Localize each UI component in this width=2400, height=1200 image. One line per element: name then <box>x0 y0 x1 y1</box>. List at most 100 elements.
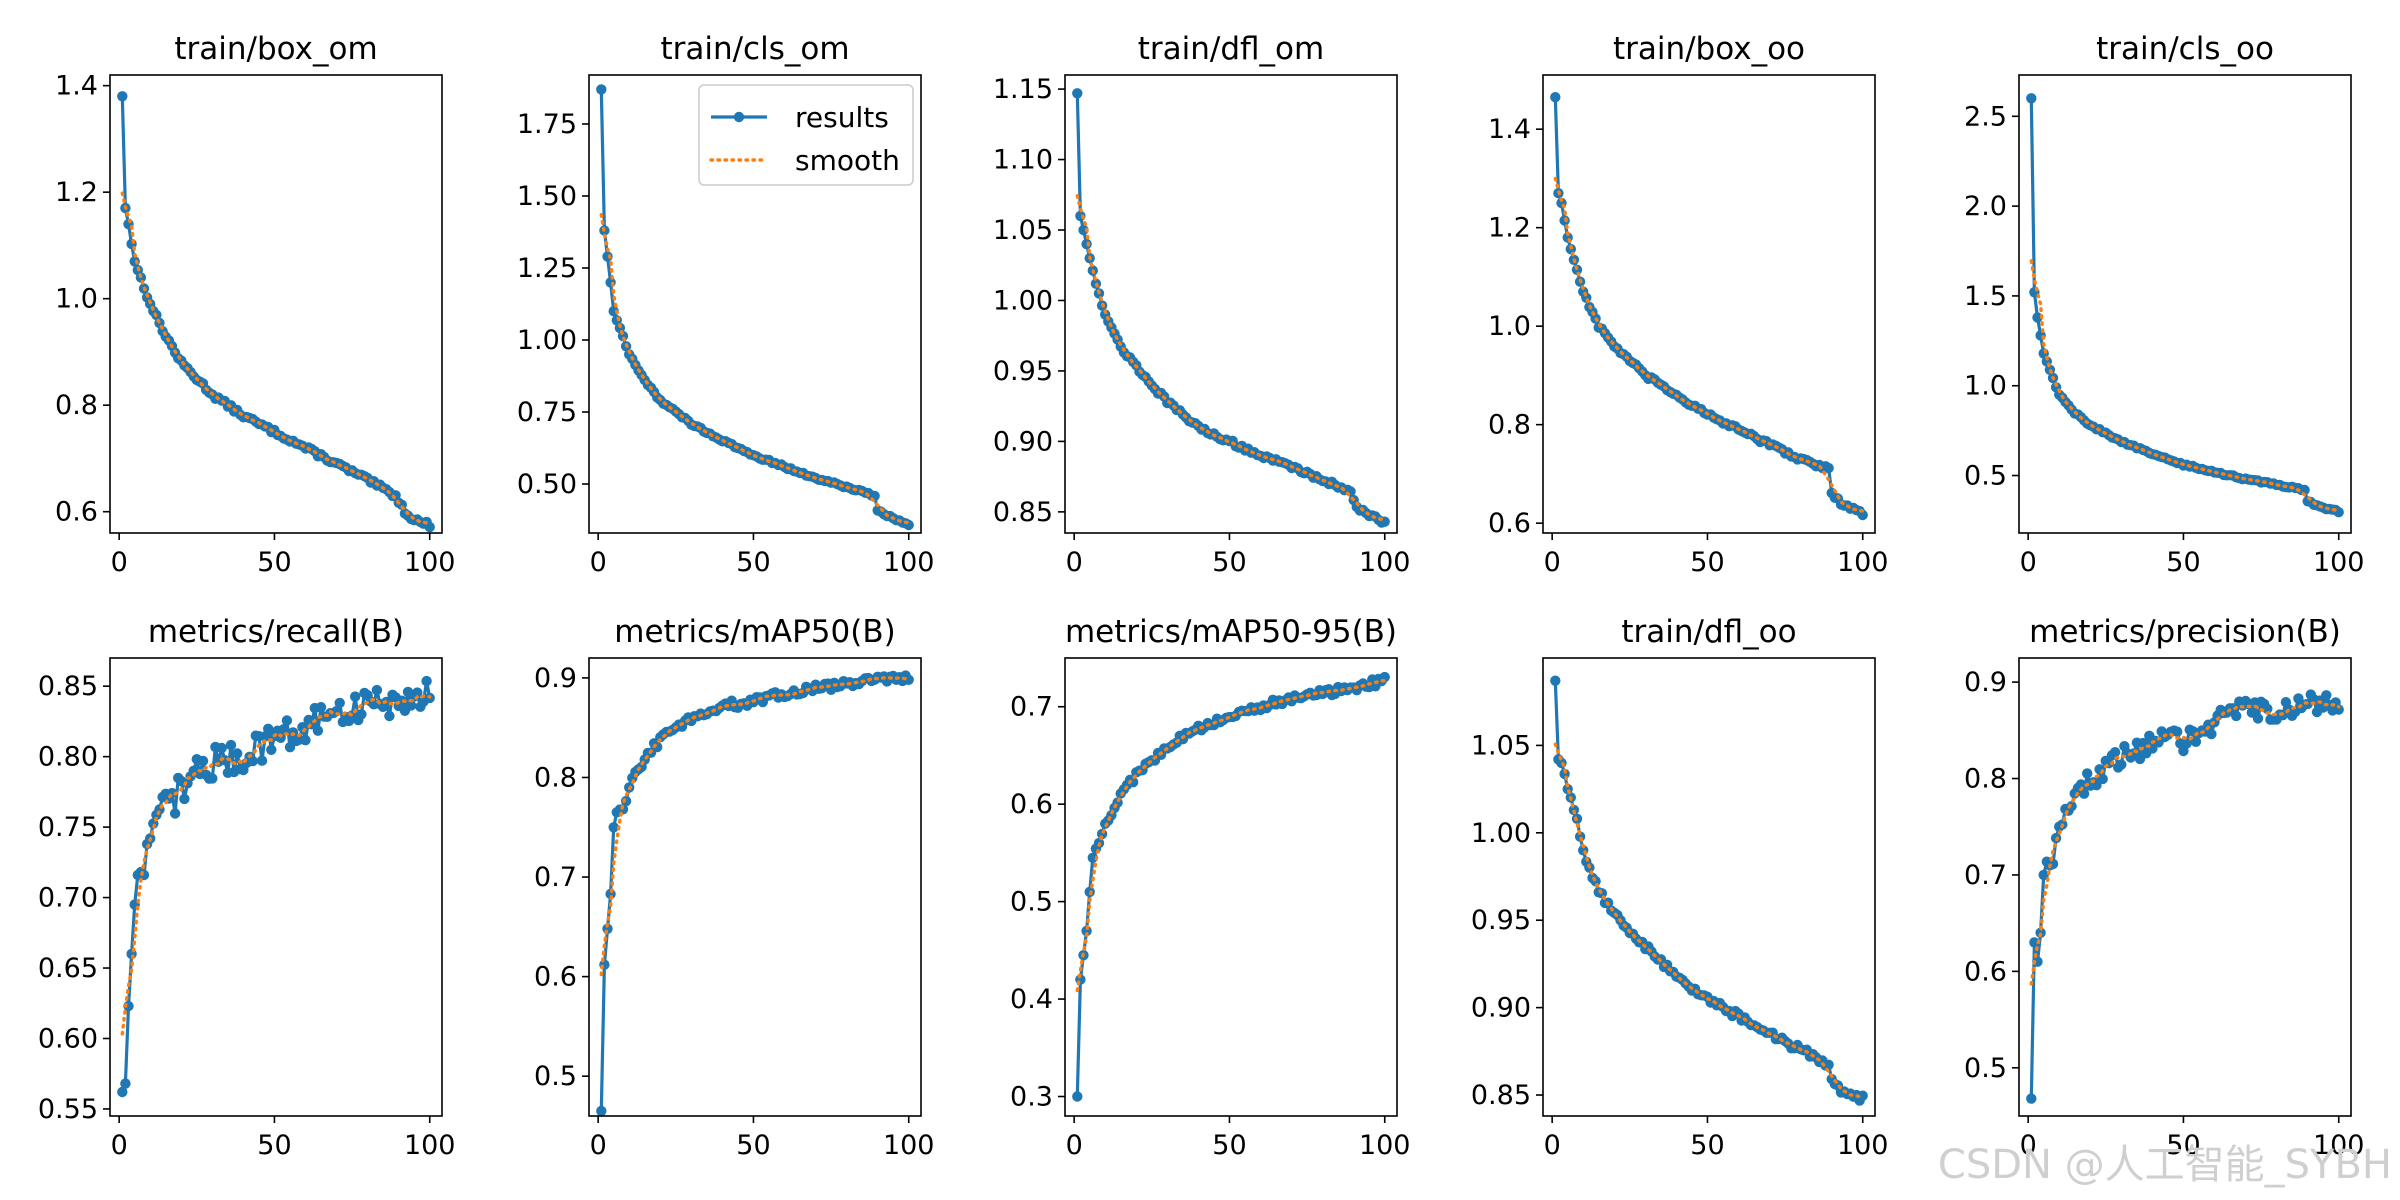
y-tick-label: 0.7 <box>1964 860 2007 891</box>
results-point <box>2094 764 2105 775</box>
y-tick-label: 0.8 <box>1964 764 2007 795</box>
x-tick-label: 0 <box>590 547 607 578</box>
results-point <box>281 715 293 726</box>
legend-results-label: results <box>795 101 889 134</box>
smooth-line <box>1553 742 1865 1099</box>
axes-frame <box>1064 657 1398 1117</box>
results-point <box>2299 484 2310 496</box>
results-point <box>421 675 432 687</box>
axes-frame <box>1542 657 1876 1117</box>
results-point <box>312 725 324 736</box>
chart-title: metrics/mAP50(B) <box>614 614 895 650</box>
smooth-line <box>2029 259 2341 512</box>
smooth-line <box>1075 194 1387 522</box>
y-tick-label: 0.75 <box>38 812 98 843</box>
results-point <box>2075 779 2087 790</box>
plot-area <box>1072 671 1390 1102</box>
chart-panel: train/box_om 0.6 0.8 1.0 1.2 1.4 0 50 100 <box>55 31 455 578</box>
results-point <box>256 755 268 766</box>
x-tick-label: 0 <box>1066 547 1083 578</box>
results-point <box>216 742 227 754</box>
x-tick-label: 50 <box>1212 1130 1246 1161</box>
x-tick-label: 100 <box>1837 1130 1889 1161</box>
y-tick-label: 0.95 <box>1471 905 1531 936</box>
results-point <box>2029 937 2040 948</box>
y-tick-label: 0.5 <box>534 1061 577 1092</box>
x-tick-label: 0 <box>2020 547 2037 578</box>
results-point <box>2038 869 2049 881</box>
x-tick-label: 0 <box>1066 1130 1083 1161</box>
x-tick-label: 100 <box>1837 547 1889 578</box>
y-tick-label: 0.6 <box>1010 789 1053 820</box>
chart-title: train/box_om <box>174 31 377 67</box>
y-tick-label: 1.05 <box>993 215 1053 246</box>
results-point <box>2082 768 2093 779</box>
results-point <box>1087 852 1099 863</box>
x-tick-label: 50 <box>1690 1130 1724 1161</box>
y-tick-label: 0.8 <box>55 390 98 421</box>
chart-title: metrics/recall(B) <box>148 614 404 650</box>
axes-frame <box>1064 74 1398 534</box>
x-tick-label: 0 <box>111 547 128 578</box>
chart-panel: metrics/precision(B) 0.5 0.6 0.7 0.8 0.9 0 50 10… <box>1964 614 2364 1161</box>
results-point <box>278 724 289 735</box>
chart-title: metrics/precision(B) <box>2029 614 2341 650</box>
results-point <box>2026 1093 2037 1104</box>
results-point <box>1550 92 1561 103</box>
results-point <box>247 755 258 767</box>
results-point <box>1823 1059 1834 1071</box>
results-point <box>1072 88 1083 99</box>
results-point <box>120 1078 131 1089</box>
y-tick-label: 1.00 <box>517 325 577 356</box>
results-point <box>384 710 395 722</box>
y-tick-label: 0.85 <box>1471 1080 1531 1111</box>
x-tick-label: 100 <box>2313 1130 2365 1161</box>
results-point <box>2078 788 2090 799</box>
chart-panel: metrics/mAP50-95(B) 0.3 0.4 0.5 0.6 0.7 0 50 100 <box>1010 614 1410 1161</box>
results-point <box>334 697 345 709</box>
y-tick-label: 0.80 <box>38 742 98 773</box>
results-point <box>1550 675 1561 686</box>
y-tick-label: 0.90 <box>1471 993 1531 1024</box>
y-tick-label: 0.5 <box>1964 461 2007 492</box>
y-tick-label: 0.4 <box>1010 984 1053 1015</box>
smooth-line <box>120 694 432 1036</box>
results-point <box>2206 728 2217 740</box>
results-point <box>169 808 181 819</box>
legend-results-marker <box>733 111 745 123</box>
results-point <box>263 723 274 734</box>
results-point <box>2116 759 2127 770</box>
plot-area <box>596 84 914 531</box>
results-point <box>1078 224 1089 236</box>
axes-frame <box>2018 74 2352 534</box>
results-point <box>2252 713 2264 724</box>
results-point <box>2333 704 2344 715</box>
plot-area <box>117 91 435 533</box>
y-tick-label: 0.7 <box>534 862 577 893</box>
y-tick-label: 0.7 <box>1010 692 1053 723</box>
results-point <box>197 755 209 767</box>
chart-title: train/box_oo <box>1613 31 1805 67</box>
results-point <box>350 691 361 702</box>
y-tick-label: 0.5 <box>1010 887 1053 918</box>
results-point <box>1072 1091 1083 1102</box>
results-point <box>412 687 423 698</box>
y-tick-label: 1.2 <box>1488 213 1531 244</box>
y-tick-label: 1.05 <box>1471 730 1531 761</box>
results-point <box>2109 747 2121 758</box>
y-tick-label: 2.5 <box>1964 101 2007 132</box>
results-point <box>608 822 619 833</box>
y-tick-label: 0.5 <box>1964 1053 2007 1084</box>
x-tick-label: 50 <box>2166 1130 2200 1161</box>
y-tick-label: 1.00 <box>993 285 1053 316</box>
y-tick-label: 1.10 <box>993 145 1053 176</box>
smooth-line <box>1553 176 1865 513</box>
y-tick-label: 0.90 <box>993 426 1053 457</box>
results-point <box>2066 801 2077 812</box>
x-tick-label: 50 <box>257 1130 291 1161</box>
results-point <box>2172 726 2183 737</box>
y-tick-label: 0.55 <box>38 1094 98 1125</box>
results-point <box>300 735 311 746</box>
x-tick-label: 100 <box>1359 1130 1411 1161</box>
